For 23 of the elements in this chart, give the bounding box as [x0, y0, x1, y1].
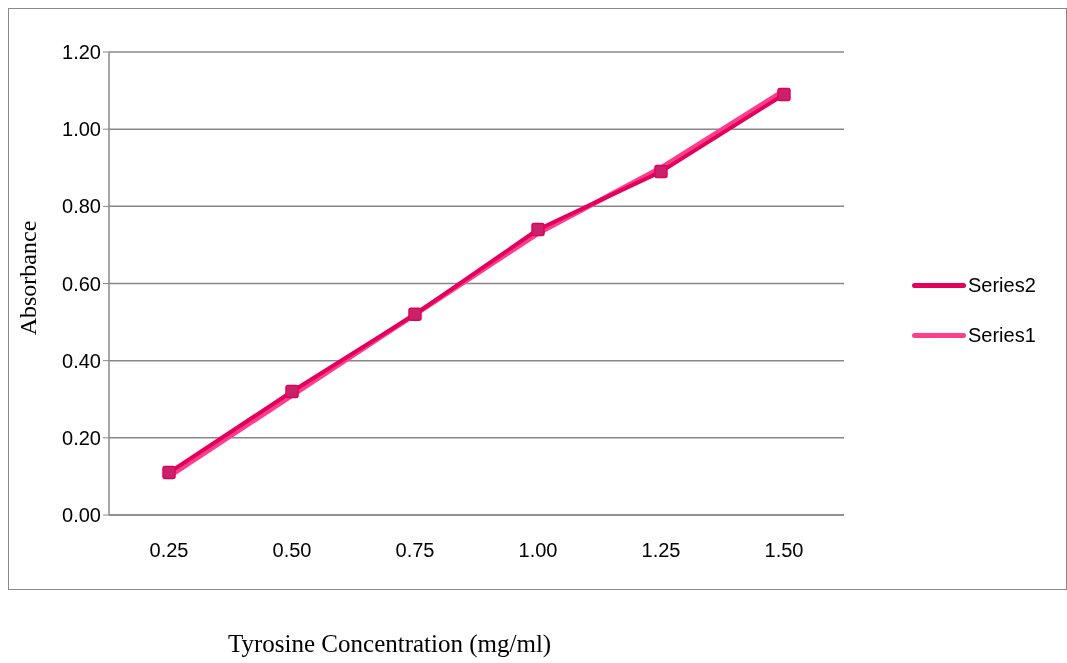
y-tick-label: 0.20 [62, 426, 101, 449]
y-tick-label: 0.80 [62, 195, 101, 218]
x-tick-label: 0.50 [272, 539, 312, 562]
point [531, 222, 545, 237]
legend-label: Series2 [968, 273, 1036, 297]
legend-label: Series1 [968, 323, 1036, 347]
point [162, 465, 176, 480]
x-axis-title: Tyrosine Concentration (mg/ml) [228, 630, 552, 658]
x-tick-label: 1.25 [641, 539, 681, 562]
y-tick-label: 0.60 [62, 272, 101, 295]
x-tick-label: 0.75 [395, 539, 435, 562]
x-tick-label: 0.25 [149, 539, 189, 562]
x-tick-label: 1.00 [518, 539, 558, 562]
point [777, 87, 791, 102]
x-tick-label: 1.50 [764, 539, 804, 562]
point [408, 307, 422, 322]
point [285, 384, 299, 399]
point [654, 164, 668, 179]
y-tick-label: 0.00 [62, 504, 101, 527]
y-tick-label: 1.20 [62, 41, 101, 64]
y-tick-label: 0.40 [62, 349, 101, 372]
y-axis-title: Absorbance [14, 220, 42, 336]
y-tick-label: 1.00 [62, 118, 101, 141]
